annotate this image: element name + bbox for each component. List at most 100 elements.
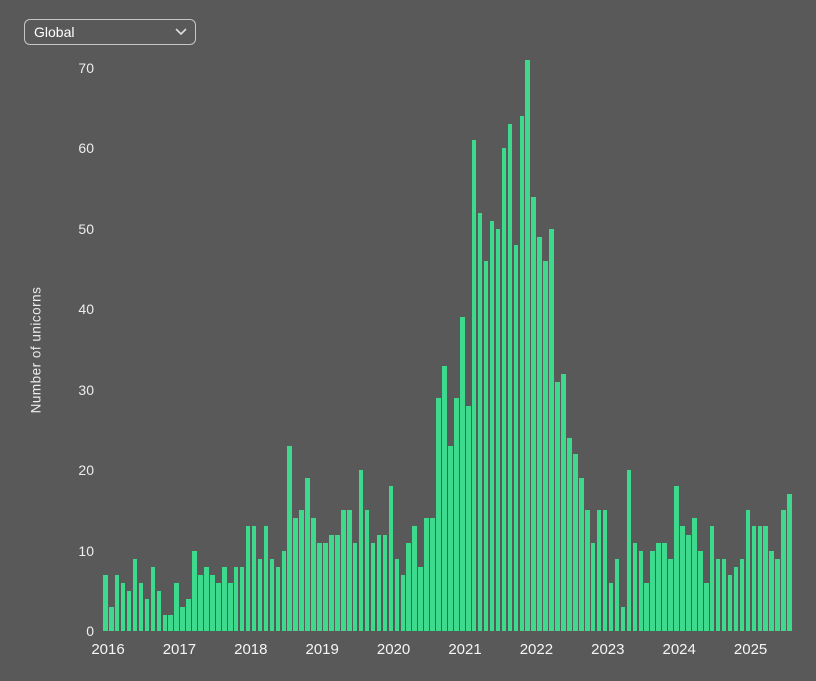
bar[interactable] <box>680 526 685 631</box>
bar[interactable] <box>400 574 406 631</box>
region-select[interactable]: Global <box>24 19 196 45</box>
bar[interactable] <box>281 550 287 631</box>
bar[interactable] <box>709 526 715 631</box>
bar[interactable] <box>662 542 667 631</box>
bar[interactable] <box>156 590 162 631</box>
bar[interactable] <box>216 582 221 631</box>
bar[interactable] <box>698 550 703 631</box>
bar[interactable] <box>329 534 334 631</box>
bar[interactable] <box>430 518 435 631</box>
bar[interactable] <box>519 116 525 631</box>
region-dropdown[interactable]: Global <box>24 19 196 45</box>
bar[interactable] <box>263 526 269 631</box>
bar[interactable] <box>715 558 721 631</box>
bar[interactable] <box>364 510 370 631</box>
bar[interactable] <box>692 518 697 631</box>
bar[interactable] <box>626 470 632 631</box>
bar[interactable] <box>382 534 388 631</box>
bar[interactable] <box>614 558 620 631</box>
bar[interactable] <box>293 518 298 631</box>
bar[interactable] <box>751 526 757 631</box>
bar[interactable] <box>543 261 548 631</box>
bar[interactable] <box>465 405 471 631</box>
bar[interactable] <box>341 510 346 631</box>
bar[interactable] <box>489 220 495 631</box>
bar[interactable] <box>460 317 465 631</box>
bar[interactable] <box>376 534 382 631</box>
bar[interactable] <box>781 510 786 631</box>
bar[interactable] <box>370 542 376 631</box>
bar[interactable] <box>352 542 358 631</box>
bar[interactable] <box>537 236 542 631</box>
bar[interactable] <box>150 566 156 631</box>
bar[interactable] <box>317 542 322 631</box>
bar[interactable] <box>120 582 126 631</box>
bar[interactable] <box>787 494 792 631</box>
bar[interactable] <box>573 454 578 631</box>
bar[interactable] <box>608 582 614 631</box>
bar[interactable] <box>584 510 590 631</box>
bar[interactable] <box>126 590 132 631</box>
bar[interactable] <box>138 582 144 631</box>
bar[interactable] <box>567 438 572 631</box>
bar[interactable] <box>477 212 483 631</box>
bar[interactable] <box>525 59 531 631</box>
bar[interactable] <box>745 510 751 631</box>
bar[interactable] <box>650 550 655 631</box>
bar[interactable] <box>103 574 108 631</box>
bar[interactable] <box>227 582 233 631</box>
bar[interactable] <box>180 606 185 631</box>
bar[interactable] <box>733 566 739 631</box>
bar[interactable] <box>174 582 179 631</box>
bar[interactable] <box>442 365 447 631</box>
bar[interactable] <box>769 550 774 631</box>
bar[interactable] <box>335 534 340 631</box>
bar[interactable] <box>222 566 227 631</box>
bar[interactable] <box>590 542 596 631</box>
bar[interactable] <box>311 518 316 631</box>
bar[interactable] <box>162 614 168 631</box>
bar[interactable] <box>239 566 245 631</box>
bar[interactable] <box>579 478 584 631</box>
bar[interactable] <box>668 558 673 631</box>
bar[interactable] <box>638 550 644 631</box>
bar[interactable] <box>620 606 626 631</box>
bar[interactable] <box>412 526 417 631</box>
bar[interactable] <box>394 558 400 631</box>
bar[interactable] <box>727 574 733 631</box>
bar[interactable] <box>495 228 501 631</box>
bar[interactable] <box>596 510 602 631</box>
bar[interactable] <box>483 261 489 631</box>
bar[interactable] <box>703 582 709 631</box>
bar[interactable] <box>757 526 763 631</box>
bar[interactable] <box>739 558 745 631</box>
bar[interactable] <box>192 550 197 631</box>
bar[interactable] <box>305 478 310 631</box>
bar[interactable] <box>210 574 215 631</box>
bar[interactable] <box>418 566 423 631</box>
bar[interactable] <box>501 148 507 631</box>
bar[interactable] <box>656 542 661 631</box>
bar[interactable] <box>454 397 459 631</box>
bar[interactable] <box>323 542 328 631</box>
bar[interactable] <box>436 397 441 631</box>
bar[interactable] <box>721 558 727 631</box>
bar[interactable] <box>448 446 453 631</box>
bar[interactable] <box>686 534 691 631</box>
bar[interactable] <box>168 614 174 631</box>
bar[interactable] <box>275 566 281 631</box>
bar[interactable] <box>287 446 293 631</box>
bar[interactable] <box>561 373 566 631</box>
bar[interactable] <box>204 566 209 631</box>
bar[interactable] <box>549 228 554 631</box>
bar[interactable] <box>555 381 560 631</box>
bar[interactable] <box>406 542 412 631</box>
bar[interactable] <box>245 526 251 631</box>
bar[interactable] <box>132 558 138 631</box>
bar[interactable] <box>531 196 536 631</box>
bar[interactable] <box>251 526 257 631</box>
bar[interactable] <box>257 558 263 631</box>
bar[interactable] <box>186 598 191 631</box>
bar[interactable] <box>198 574 203 631</box>
bar[interactable] <box>269 558 275 631</box>
